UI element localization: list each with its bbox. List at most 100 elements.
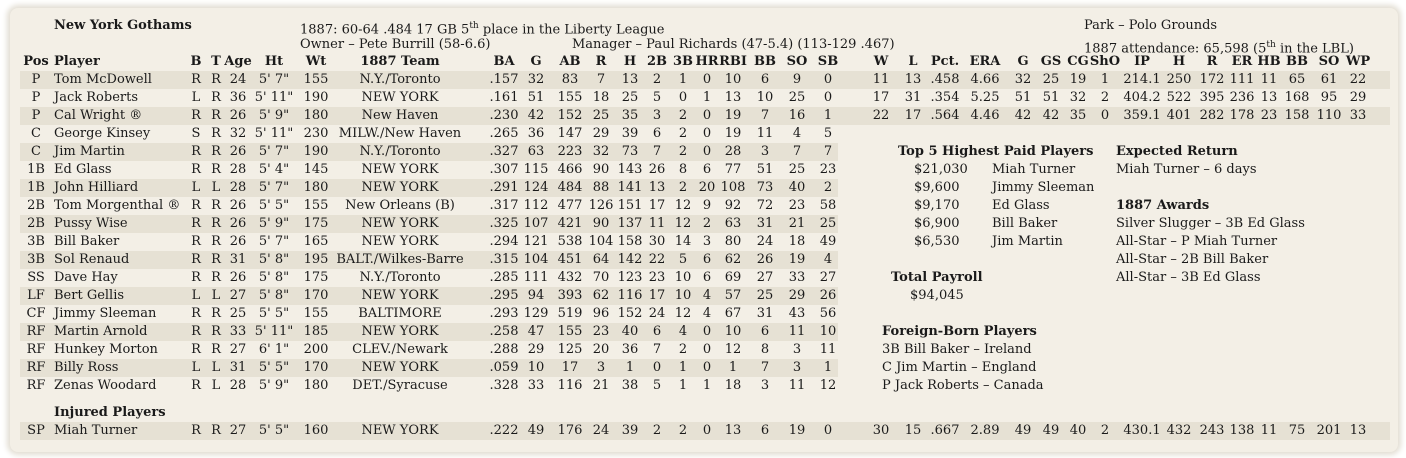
table-cell: 451 [557, 252, 583, 267]
attendance: 1887 attendance: 65,598 (5th in the LBL) [1084, 40, 1354, 57]
table-cell: 0 [702, 126, 712, 141]
table-cell: BALTIMORE [358, 306, 442, 321]
table-cell: 401 [1166, 108, 1192, 123]
table-cell: John Hilliard [54, 180, 139, 195]
table-cell: 26 [756, 252, 774, 267]
table-row: P Tom McDowell R R 24 5' 7" 155 N.Y./Toronto .15… [20, 71, 1390, 89]
table-cell: N.Y./Toronto [359, 144, 441, 159]
table-cell: R [191, 144, 201, 159]
table-cell: .307 [489, 162, 519, 177]
table-cell: L [211, 378, 221, 393]
table-cell: RF [26, 324, 46, 339]
table-cell: Hunkey Morton [54, 342, 158, 357]
table-cell: 170 [303, 360, 329, 375]
table-cell: L [211, 180, 221, 195]
table-cell: 175 [303, 270, 329, 285]
payroll-heading: Total Payroll [891, 270, 983, 285]
table-cell: R [191, 252, 201, 267]
table-cell: 432 [1166, 423, 1192, 438]
table-cell: 96 [592, 306, 610, 321]
table-cell: 27 [229, 288, 247, 303]
table-cell: .328 [489, 378, 519, 393]
table-cell: LF [27, 288, 45, 303]
column-header: R [1206, 54, 1218, 69]
season-record: 1887: 60-64 .484 17 GB 5th place in the … [300, 21, 665, 38]
table-cell: R [211, 306, 221, 321]
table-cell: 107 [523, 216, 549, 231]
table-cell: 5.25 [970, 90, 1000, 105]
column-header: H [1172, 54, 1186, 69]
table-cell: Zenas Woodard [54, 378, 157, 393]
table-cell: 20 [592, 342, 610, 357]
table-cell: 13 [724, 90, 742, 105]
injured-heading: Injured Players [54, 405, 166, 420]
table-cell: 21 [788, 216, 806, 231]
table-row: 1B Ed Glass R R 28 5' 4" 145 NEW YORK .307 115 466… [20, 161, 838, 179]
table-cell: R [191, 72, 201, 87]
table-cell: 30 [648, 234, 666, 249]
table-cell: Martin Arnold [54, 324, 148, 339]
table-cell: 92 [724, 198, 742, 213]
table-cell: Miah Turner [54, 423, 138, 438]
table-cell: 33 [527, 378, 545, 393]
table-cell: 40 [621, 324, 639, 339]
table-cell: 19 [724, 108, 742, 123]
table-cell: BALT./Wilkes-Barre [336, 252, 464, 267]
table-cell: 123 [617, 270, 643, 285]
table-cell: 160 [303, 423, 329, 438]
table-cell: 49 [527, 423, 545, 438]
column-header: WP [1345, 54, 1371, 69]
table-cell: 2B [27, 198, 45, 213]
table-cell: 58 [819, 198, 837, 213]
table-cell: 26 [648, 162, 666, 177]
table-cell: 24 [229, 72, 247, 87]
table-cell: R [191, 306, 201, 321]
table-row: C Jim Martin R R 26 5' 7" 190 N.Y./Toronto .327 6… [20, 143, 838, 161]
column-header: 3B [672, 54, 694, 69]
table-cell: Bert Gellis [54, 288, 125, 303]
table-cell: 201 [1316, 423, 1342, 438]
table-cell: 32 [592, 144, 610, 159]
table-cell: .157 [489, 72, 519, 87]
salary-player: Jim Martin [992, 234, 1063, 249]
table-cell: 3B [27, 234, 45, 249]
table-cell: 25 [592, 108, 610, 123]
table-cell: 51 [527, 90, 545, 105]
table-cell: 0 [652, 360, 662, 375]
table-cell: 477 [557, 198, 583, 213]
table-cell: 1 [823, 360, 833, 375]
table-cell: 5' 11" [254, 90, 294, 105]
table-cell: 22 [872, 108, 890, 123]
column-header: 2B [646, 54, 668, 69]
table-cell: 2.89 [970, 423, 1000, 438]
table-cell: 23 [648, 270, 666, 285]
table-row: P Cal Wright ® R R 26 5' 9" 180 New Haven .230 42… [20, 107, 1390, 125]
table-cell: 7 [792, 144, 802, 159]
table-cell: 13 [1349, 423, 1367, 438]
column-header: ER [1231, 54, 1253, 69]
table-cell: 7 [596, 72, 606, 87]
table-cell: NEW YORK [361, 90, 439, 105]
table-cell: 19 [788, 423, 806, 438]
table-cell: 5 [652, 90, 662, 105]
table-cell: 172 [1199, 72, 1225, 87]
table-cell: 115 [523, 162, 549, 177]
table-cell: 29 [1349, 90, 1367, 105]
table-cell: 421 [557, 216, 583, 231]
table-cell: 4.66 [970, 72, 1000, 87]
table-cell: 32 [1014, 72, 1032, 87]
column-header: Age [224, 54, 252, 69]
table-cell: Jimmy Sleeman [54, 306, 157, 321]
table-cell: 5 [823, 126, 833, 141]
table-cell: 5' 11" [254, 324, 294, 339]
table-cell: 25 [229, 306, 247, 321]
table-cell: 243 [1199, 423, 1225, 438]
table-cell: 151 [617, 198, 643, 213]
table-cell: 30 [872, 423, 890, 438]
table-cell: 61 [1320, 72, 1338, 87]
table-cell: L [191, 288, 201, 303]
column-header: G [1017, 54, 1029, 69]
column-header: Pos [23, 54, 49, 69]
table-cell: 11 [1260, 72, 1278, 87]
table-cell: 5' 7" [258, 234, 290, 249]
